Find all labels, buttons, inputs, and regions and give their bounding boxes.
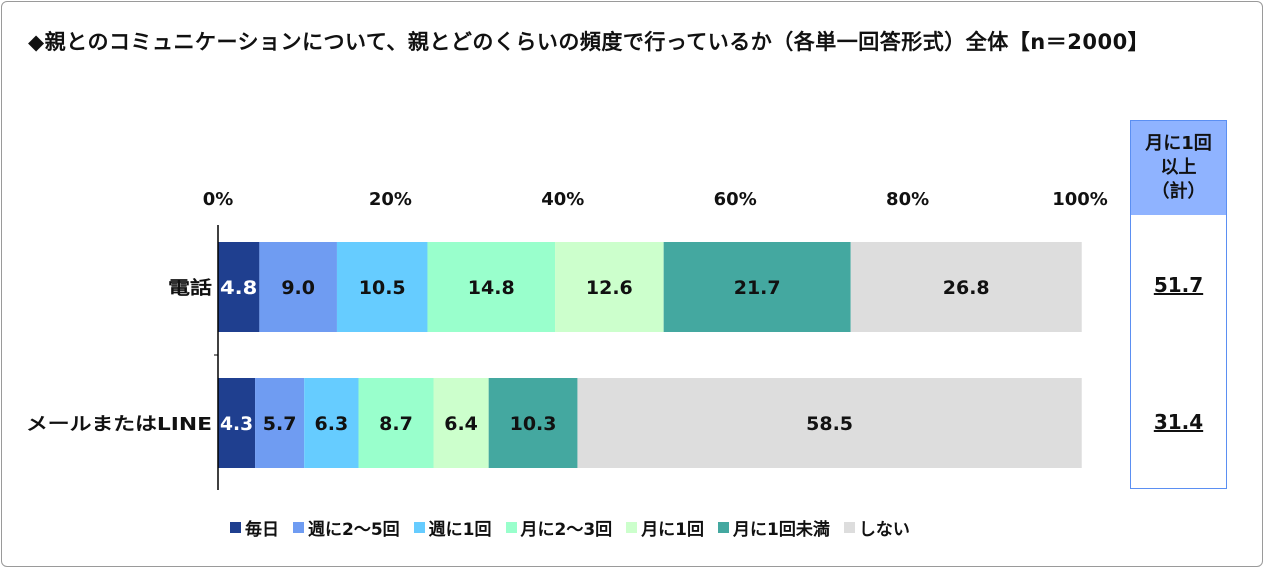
data-label: 10.3 — [510, 413, 557, 435]
category-label: 電話 — [168, 277, 212, 299]
bar-segment — [488, 378, 578, 468]
summary-column: 月に1回 以上 （計） 51.7 31.4 — [1130, 120, 1227, 489]
legend-item: 毎日 — [230, 515, 279, 540]
legend-swatch — [293, 522, 304, 533]
legend-label: 月に1回未満 — [733, 520, 830, 540]
legend-label: しない — [858, 520, 910, 540]
bar-segment — [218, 378, 256, 468]
bar-segment — [663, 242, 851, 332]
legend-item: 週に1回 — [413, 515, 492, 540]
legend-item: 月に1回 — [626, 515, 704, 540]
legend-item: 月に2～3回 — [505, 515, 613, 540]
legend-swatch — [230, 522, 241, 533]
data-label: 21.7 — [734, 277, 781, 299]
bar-segment — [259, 242, 337, 332]
legend-swatch — [718, 522, 730, 533]
summary-value-mail-line: 31.4 — [1153, 410, 1204, 434]
data-label: 9.0 — [281, 277, 315, 299]
summary-header-line-2: 以上 — [1160, 157, 1197, 178]
chart-title: ◆親とのコミュニケーションについて、親とどのくらいの頻度で行っているか（各単一回… — [28, 30, 1150, 54]
x-tick-label: 100% — [1052, 189, 1108, 210]
data-label: 6.3 — [315, 413, 349, 435]
legend-label: 週に2～5回 — [308, 520, 400, 540]
x-tick-label: 20% — [369, 189, 412, 210]
data-label: 10.5 — [359, 277, 406, 299]
bar-segment — [218, 242, 260, 332]
legend-item: 月に1回未満 — [718, 515, 830, 540]
data-label: 14.8 — [468, 277, 515, 299]
bar-segment — [255, 378, 305, 468]
legend-label: 毎日 — [245, 520, 279, 540]
legend-swatch — [505, 522, 517, 533]
data-label: 12.6 — [586, 277, 633, 299]
bar-segment — [555, 242, 664, 332]
data-label: 6.4 — [444, 413, 478, 435]
chart-legend: 毎日 週に2～5回 週に1回 月に2～3回 月に1回 月に1回未満 しない — [230, 515, 924, 540]
bar-segment — [336, 242, 428, 332]
data-label: 4.3 — [220, 413, 253, 435]
legend-swatch — [843, 522, 855, 533]
x-tick-label: 0% — [203, 189, 234, 210]
x-tick-label: 40% — [541, 189, 584, 210]
bar-segment — [427, 242, 556, 332]
x-tick-label: 60% — [714, 189, 757, 210]
legend-label: 週に1回 — [428, 520, 492, 540]
legend-swatch — [626, 522, 638, 533]
bar-segment — [850, 242, 1082, 332]
legend-item: 週に2～5回 — [293, 515, 400, 540]
x-tick-label: 80% — [886, 189, 929, 210]
summary-value-phone: 51.7 — [1153, 273, 1204, 297]
data-label: 8.7 — [379, 413, 413, 435]
bar-segment — [433, 378, 489, 468]
bar-segment — [577, 378, 1082, 468]
legend-item: しない — [843, 515, 910, 540]
data-label: 5.7 — [263, 413, 297, 435]
bar-segment — [358, 378, 434, 468]
summary-header-line-1: 月に1回 — [1145, 133, 1212, 154]
legend-label: 月に2～3回 — [520, 520, 613, 540]
data-label: 58.5 — [806, 413, 853, 435]
summary-header: 月に1回 以上 （計） — [1131, 121, 1226, 215]
summary-header-line-3: （計） — [1151, 181, 1206, 202]
data-label: 26.8 — [943, 277, 990, 299]
category-label: メールまたはLINE — [26, 414, 212, 435]
data-label: 4.8 — [220, 277, 257, 299]
legend-swatch — [413, 522, 425, 533]
bar-segment — [304, 378, 359, 468]
legend-label: 月に1回 — [641, 520, 705, 540]
